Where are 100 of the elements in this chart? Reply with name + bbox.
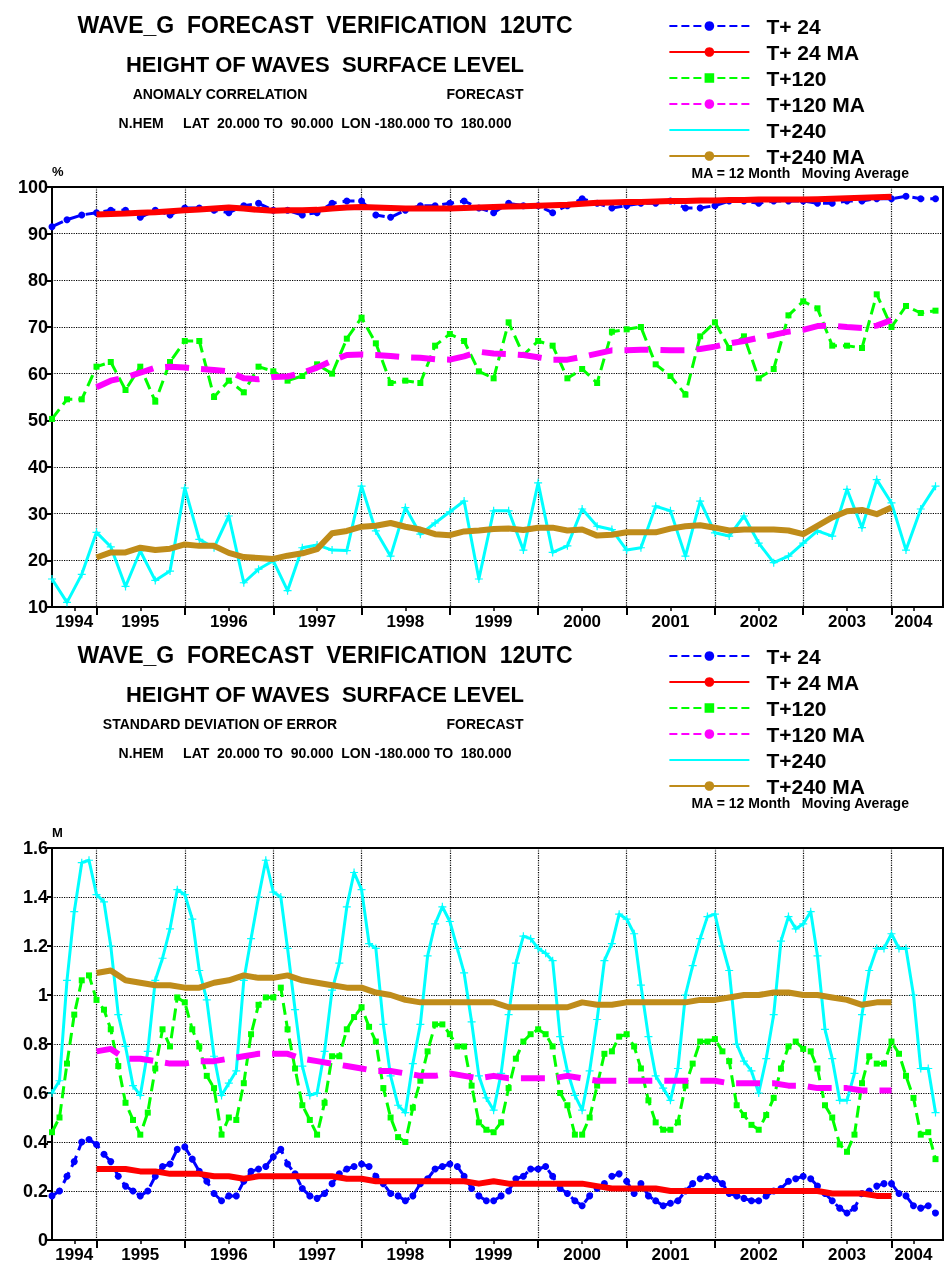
legend-label: T+240 MA <box>766 774 865 798</box>
point <box>446 331 453 337</box>
x-tick-label: 2000 <box>563 1245 602 1264</box>
y-axis-title: % <box>52 164 64 180</box>
y-axis-title: M <box>52 825 63 841</box>
text: STANDARD DEVIATION OF ERROR <box>102 716 338 732</box>
point <box>711 319 718 326</box>
x-tick-label: 1998 <box>386 612 425 631</box>
y-tick-label: 10 <box>27 597 48 617</box>
text: ANOMALY CORRELATION <box>132 86 308 102</box>
x-tick-label: 2002 <box>739 1245 778 1264</box>
point <box>873 291 880 298</box>
legend-label: T+ 24 <box>766 14 821 38</box>
point <box>888 324 895 330</box>
point <box>152 398 159 405</box>
point <box>800 298 807 305</box>
x-tick-label: 1998 <box>386 1245 425 1264</box>
y-tick-label: 30 <box>27 503 48 524</box>
legend-label: T+240 <box>766 118 827 142</box>
point <box>49 415 55 422</box>
point <box>402 377 409 384</box>
point <box>564 375 571 382</box>
legend-label: T+ 24 MA <box>766 670 860 694</box>
x-tick-label: 2003 <box>828 612 866 631</box>
point <box>461 338 468 344</box>
point <box>211 394 218 400</box>
x-tick-label: 2001 <box>651 1245 690 1264</box>
point <box>770 366 777 372</box>
point <box>240 389 247 396</box>
x-tick-label: 1997 <box>298 612 336 631</box>
point <box>358 314 365 321</box>
point <box>122 387 129 393</box>
x-tick-label: 2003 <box>828 1245 866 1264</box>
y-tick-label: 0.6 <box>22 1083 48 1103</box>
point <box>181 338 188 344</box>
point <box>107 359 114 365</box>
point <box>549 342 556 349</box>
point <box>667 373 674 379</box>
x-tick-label: 1995 <box>121 1245 160 1264</box>
point <box>225 377 232 384</box>
chart-title: WAVE_G FORECAST VERIFICATION 12UTC <box>77 641 573 668</box>
y-tick-label: 1.4 <box>22 887 48 907</box>
point <box>372 340 379 347</box>
point <box>270 368 277 375</box>
y-tick-label: 80 <box>27 270 48 291</box>
point <box>652 361 659 368</box>
text: FORECAST <box>446 716 524 732</box>
point <box>579 366 586 372</box>
point <box>93 363 100 370</box>
x-tick-label: 1996 <box>209 1245 248 1264</box>
y-tick-label: 90 <box>27 223 48 244</box>
point <box>505 319 512 326</box>
point <box>255 363 262 370</box>
chart-subtitle: HEIGHT OF WAVES SURFACE LEVEL <box>125 681 525 707</box>
point <box>137 363 144 370</box>
y-tick-label: 1 <box>37 985 48 1005</box>
legend-label: T+120 <box>766 696 827 720</box>
point <box>432 342 439 349</box>
legend-label: T+240 <box>766 748 827 772</box>
y-tick-label: 40 <box>27 457 48 477</box>
text: MA = 12 Month Moving Average <box>691 165 910 181</box>
point <box>78 396 85 403</box>
point <box>858 345 865 351</box>
x-tick-label: 2002 <box>739 612 778 631</box>
x-tick-label: 1994 <box>55 612 94 631</box>
x-tick-label: 1997 <box>298 1245 336 1264</box>
point <box>932 307 939 314</box>
y-tick-label: 0 <box>37 1230 48 1250</box>
point <box>726 345 733 351</box>
point <box>755 375 762 382</box>
x-tick-label: 1999 <box>474 612 513 631</box>
text: N.HEM LAT 20.000 TO 90.000 LON -180.000 TO 180.000 <box>118 115 512 131</box>
legend-label: T+120 MA <box>766 92 865 116</box>
point <box>299 373 306 379</box>
x-tick-label: 2004 <box>894 1245 933 1264</box>
point <box>608 328 615 335</box>
point <box>475 368 482 375</box>
point <box>329 370 336 377</box>
x-tick-label: 1999 <box>474 1245 513 1264</box>
point <box>917 310 924 316</box>
point <box>387 380 394 386</box>
point <box>903 303 909 309</box>
x-tick-label: 1996 <box>209 612 248 631</box>
y-tick-label: 60 <box>27 363 48 384</box>
x-tick-label: 2000 <box>563 612 602 631</box>
point <box>697 333 704 340</box>
point <box>843 342 850 349</box>
x-tick-label: 1995 <box>121 612 160 631</box>
text: N.HEM LAT 20.000 TO 90.000 LON -180.000 TO 180.000 <box>118 745 512 761</box>
y-tick-label: 0.4 <box>22 1132 48 1152</box>
y-tick-label: 1.2 <box>22 936 48 956</box>
point <box>490 375 497 382</box>
chart-title: WAVE_G FORECAST VERIFICATION 12UTC <box>77 11 573 38</box>
legend-label: T+120 <box>766 66 827 90</box>
text: MA = 12 Month Moving Average <box>691 795 910 811</box>
point <box>64 396 70 403</box>
y-tick-label: 20 <box>27 550 48 571</box>
legend-label: T+240 MA <box>766 144 865 168</box>
point <box>594 380 601 386</box>
point <box>417 380 424 386</box>
